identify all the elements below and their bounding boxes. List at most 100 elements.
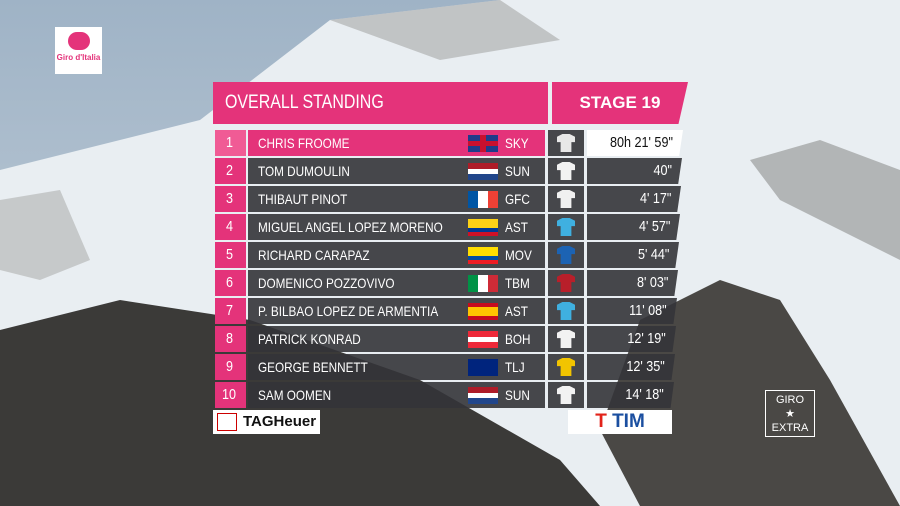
- flag-stripe: [468, 219, 498, 224]
- flag-stripe: [468, 227, 498, 232]
- jersey-icon: [557, 274, 575, 292]
- flag: [468, 387, 498, 405]
- rank-cell: 4: [215, 214, 246, 240]
- flag-stripe: [468, 398, 498, 405]
- time-cell: 8' 03": [587, 270, 678, 296]
- flag-stripe: [478, 275, 488, 292]
- team-cell: AST: [505, 298, 545, 324]
- cell-text: 2: [226, 162, 234, 179]
- flag-stripe: [488, 191, 498, 208]
- name-cell: PATRICK KONRAD: [248, 326, 545, 352]
- flag-stripe: [468, 359, 498, 376]
- cell-text: TBM: [505, 275, 530, 291]
- cell-text: 4' 57": [638, 218, 670, 235]
- flag-stripe: [468, 342, 498, 349]
- rank-cell: 1: [215, 130, 246, 156]
- flag-stripe: [468, 303, 498, 308]
- jersey-cell: [548, 158, 584, 184]
- team-cell: MOV: [505, 242, 545, 268]
- flag-stripe: [488, 275, 498, 292]
- cell-text: TOM DUMOULIN: [258, 163, 350, 179]
- cell-text: SKY: [505, 135, 529, 151]
- flag-stripe: [468, 307, 498, 312]
- rank-cell: 2: [215, 158, 246, 184]
- cell-text: P. BILBAO LOPEZ DE ARMENTIA: [258, 303, 439, 319]
- flag-stripe: [468, 168, 498, 175]
- time-cell: 80h 21' 59": [587, 130, 683, 156]
- cell-text: MIGUEL ANGEL LOPEZ MORENO: [258, 219, 443, 235]
- time-cell: 14' 18": [587, 382, 674, 408]
- flag-stripe: [468, 259, 498, 264]
- time-cell: 12' 35": [587, 354, 675, 380]
- flag: [468, 191, 498, 208]
- cell-text: DOMENICO POZZOVIVO: [258, 275, 395, 291]
- jersey-icon: [557, 190, 575, 208]
- rank-cell: 6: [215, 270, 246, 296]
- flag-stripe: [468, 336, 498, 343]
- name-cell: TOM DUMOULIN: [248, 158, 545, 184]
- team-cell: SKY: [505, 130, 545, 156]
- jersey-cell: [548, 298, 584, 324]
- name-cell: DOMENICO POZZOVIVO: [248, 270, 545, 296]
- jersey-icon: [557, 218, 575, 236]
- cell-text: AST: [505, 303, 528, 319]
- cell-text: 6: [226, 274, 234, 291]
- cell-text: 14' 18": [625, 386, 664, 403]
- jersey-icon: [557, 162, 575, 180]
- flag-stripe: [468, 392, 498, 399]
- cell-text: 5: [226, 246, 234, 263]
- team-cell: AST: [505, 214, 545, 240]
- cell-text: 80h 21' 59": [610, 134, 673, 151]
- team-cell: TBM: [505, 270, 545, 296]
- rank-cell: 10: [215, 382, 246, 408]
- team-cell: GFC: [505, 186, 545, 212]
- team-cell: SUN: [505, 382, 545, 408]
- flag-stripe: [468, 174, 498, 181]
- flag: [468, 247, 498, 264]
- header-title: OVERALL STANDING: [213, 82, 548, 124]
- jersey-icon: [557, 134, 575, 152]
- giro-logo: Giro d'Italia: [55, 27, 102, 74]
- cell-text: THIBAUT PINOT: [258, 191, 348, 207]
- time-cell: 4' 17": [587, 186, 681, 212]
- cell-text: MOV: [505, 247, 532, 263]
- team-cell: BOH: [505, 326, 545, 352]
- cell-text: 10: [222, 386, 237, 403]
- flag-stripe: [468, 331, 498, 337]
- name-cell: THIBAUT PINOT: [248, 186, 545, 212]
- flag: [468, 359, 498, 376]
- jersey-cell: [548, 242, 584, 268]
- time-cell: 12' 19": [587, 326, 676, 352]
- jersey-cell: [548, 270, 584, 296]
- flag-stripe: [468, 163, 498, 169]
- rank-cell: 7: [215, 298, 246, 324]
- jersey-icon: [557, 330, 575, 348]
- cell-text: PATRICK KONRAD: [258, 331, 361, 347]
- time-cell: 4' 57": [587, 214, 680, 240]
- tag-heuer-logo: TAGHeuer: [213, 410, 320, 434]
- jersey-cell: [548, 130, 584, 156]
- flag-stripe: [468, 275, 478, 292]
- cell-text: 9: [226, 358, 234, 375]
- jersey-cell: [548, 214, 584, 240]
- flag-stripe: [468, 311, 498, 316]
- jersey-cell: [548, 354, 584, 380]
- flag-stripe: [468, 231, 498, 236]
- name-cell: CHRIS FROOME: [248, 130, 545, 156]
- jersey-icon: [557, 302, 575, 320]
- stage-label: STAGE 19: [552, 82, 688, 124]
- jersey-cell: [548, 326, 584, 352]
- name-cell: GEORGE BENNETT: [248, 354, 545, 380]
- cell-text: SUN: [505, 387, 530, 403]
- cell-text: AST: [505, 219, 528, 235]
- flag-stripe: [468, 255, 498, 260]
- cell-text: SUN: [505, 163, 530, 179]
- channel-logo: GIRO ★ EXTRA: [765, 390, 815, 437]
- time-cell: 11' 08": [587, 298, 677, 324]
- flag-stripe: [468, 247, 498, 252]
- cell-text: 5' 44": [637, 246, 669, 263]
- flag: [468, 303, 498, 320]
- cell-text: 11' 08": [629, 302, 667, 319]
- flag: [468, 135, 498, 152]
